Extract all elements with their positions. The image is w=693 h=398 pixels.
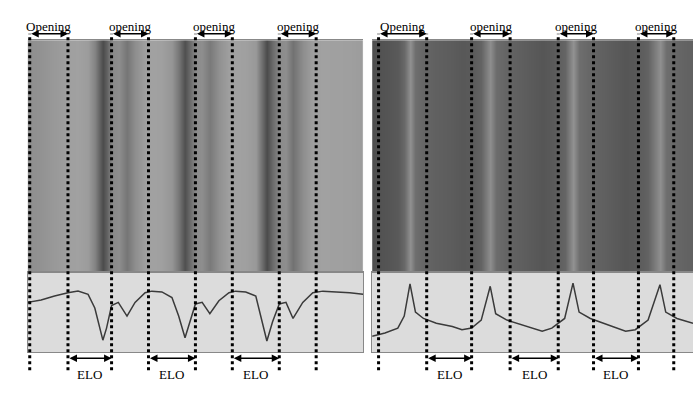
svg-text:opening: opening (635, 19, 677, 34)
svg-text:ELO: ELO (522, 367, 547, 382)
svg-text:ELO: ELO (437, 367, 462, 382)
svg-text:ELO: ELO (159, 367, 184, 382)
svg-text:opening: opening (555, 19, 597, 34)
svg-text:ELO: ELO (77, 367, 102, 382)
svg-text:opening: opening (109, 19, 151, 34)
svg-text:opening: opening (193, 19, 235, 34)
svg-text:ELO: ELO (603, 367, 628, 382)
svg-text:Opening: Opening (380, 19, 425, 34)
svg-text:opening: opening (277, 19, 319, 34)
svg-text:Opening: Opening (26, 19, 71, 34)
svg-text:ELO: ELO (243, 367, 268, 382)
svg-text:opening: opening (470, 19, 512, 34)
